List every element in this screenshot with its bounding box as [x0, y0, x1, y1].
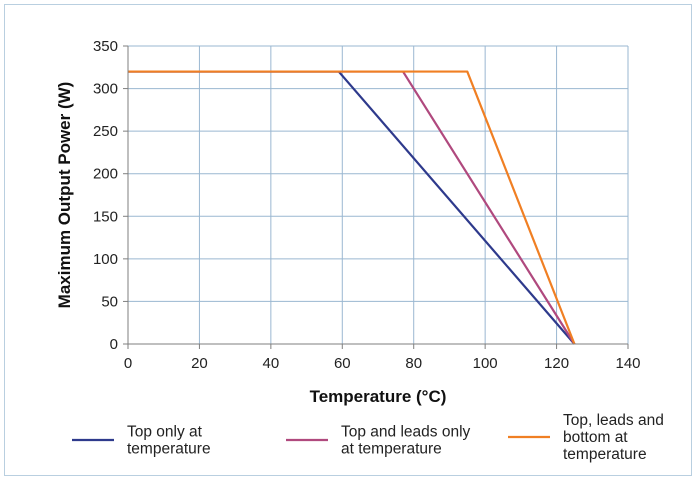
legend-label-line: Top only at	[127, 424, 203, 441]
legend-label-line: temperature	[127, 441, 211, 458]
x-tick-labels: 0 20 40 60 80 100 120 140	[124, 355, 641, 372]
y-tick-label: 0	[110, 336, 118, 353]
legend-label-line: temperature	[563, 446, 647, 463]
axes	[123, 45, 629, 349]
series-line-2	[128, 70, 576, 345]
x-tick-label: 40	[263, 355, 280, 372]
legend-label-line: Top and leads only	[341, 424, 471, 441]
legend-label-line: Top, leads and	[563, 412, 664, 429]
x-tick-label: 60	[334, 355, 351, 372]
x-tick-label: 80	[405, 355, 422, 372]
series-line-1	[128, 70, 576, 345]
x-tick-label: 20	[191, 355, 208, 372]
y-tick-label: 350	[93, 38, 118, 55]
y-tick-label: 300	[93, 81, 118, 98]
y-tick-label: 50	[101, 293, 118, 310]
x-tick-label: 140	[615, 355, 640, 372]
grid	[128, 45, 629, 344]
y-tick-label: 200	[93, 166, 118, 183]
y-tick-label: 100	[93, 251, 118, 268]
x-tick-label: 120	[544, 355, 569, 372]
x-tick-label: 100	[473, 355, 498, 372]
series-line-3	[128, 70, 576, 345]
series-layer	[128, 70, 576, 345]
y-tick-labels: 0 50 100 150 200 250 300 350	[93, 38, 118, 353]
y-axis-title: Maximum Output Power (W)	[55, 82, 74, 309]
y-tick-label: 150	[93, 208, 118, 225]
legend-label-line: bottom at	[563, 429, 628, 446]
legend-label-line: at temperature	[341, 441, 442, 458]
x-tick-label: 0	[124, 355, 132, 372]
x-axis-title: Temperature (°C)	[310, 387, 447, 406]
y-tick-label: 250	[93, 123, 118, 140]
